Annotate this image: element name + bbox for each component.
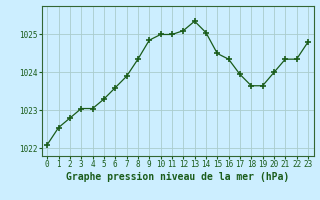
X-axis label: Graphe pression niveau de la mer (hPa): Graphe pression niveau de la mer (hPa)	[66, 172, 289, 182]
